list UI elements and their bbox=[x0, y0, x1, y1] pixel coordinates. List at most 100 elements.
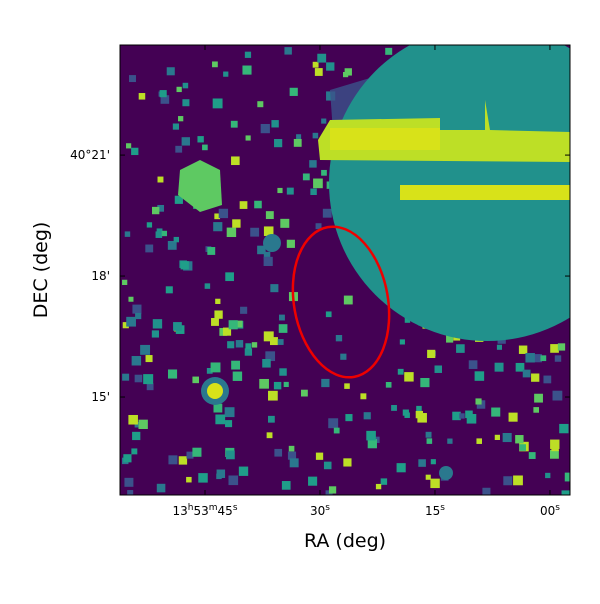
source bbox=[344, 383, 350, 389]
source bbox=[420, 377, 430, 388]
source bbox=[360, 393, 367, 400]
source bbox=[138, 93, 146, 100]
source bbox=[543, 375, 552, 384]
source bbox=[326, 91, 332, 97]
source bbox=[335, 335, 343, 342]
source bbox=[426, 438, 433, 444]
source bbox=[235, 340, 244, 348]
source bbox=[192, 376, 200, 384]
source bbox=[533, 354, 542, 363]
source bbox=[269, 337, 278, 346]
source bbox=[522, 369, 531, 378]
source bbox=[397, 368, 404, 375]
source bbox=[245, 135, 251, 141]
source bbox=[508, 412, 518, 422]
source bbox=[146, 383, 154, 391]
source bbox=[131, 147, 139, 156]
source bbox=[128, 414, 138, 425]
source bbox=[494, 362, 504, 372]
source bbox=[323, 461, 332, 470]
source bbox=[270, 284, 279, 293]
source bbox=[123, 454, 132, 463]
source bbox=[122, 322, 129, 329]
source bbox=[528, 452, 536, 459]
source bbox=[313, 178, 323, 189]
source bbox=[165, 286, 173, 294]
source bbox=[214, 310, 223, 319]
source bbox=[173, 236, 180, 243]
source bbox=[159, 90, 167, 98]
source bbox=[465, 410, 473, 419]
source bbox=[215, 298, 221, 304]
source bbox=[206, 367, 213, 374]
source bbox=[211, 318, 219, 326]
source bbox=[296, 134, 302, 140]
source bbox=[502, 432, 512, 443]
source bbox=[225, 450, 235, 460]
source bbox=[131, 448, 138, 455]
source bbox=[231, 360, 241, 370]
source bbox=[363, 412, 371, 420]
source bbox=[186, 451, 194, 459]
source bbox=[166, 67, 175, 76]
source bbox=[289, 458, 299, 468]
source bbox=[343, 295, 353, 305]
source bbox=[519, 444, 526, 451]
source bbox=[260, 123, 270, 134]
source bbox=[474, 371, 485, 381]
source bbox=[263, 256, 273, 267]
source bbox=[212, 98, 223, 109]
x-tick-label: 30s bbox=[310, 503, 330, 518]
source bbox=[145, 355, 153, 363]
source bbox=[559, 423, 569, 434]
x-axis-label: RA (deg) bbox=[304, 530, 386, 552]
source bbox=[172, 123, 180, 130]
source bbox=[124, 231, 131, 237]
source bbox=[239, 201, 248, 209]
source bbox=[126, 143, 132, 149]
source bbox=[224, 407, 235, 418]
source bbox=[132, 431, 141, 441]
source bbox=[140, 344, 151, 355]
source bbox=[515, 435, 524, 444]
source bbox=[404, 317, 411, 323]
source bbox=[482, 487, 491, 495]
source bbox=[447, 438, 453, 444]
source bbox=[257, 101, 264, 108]
source bbox=[151, 330, 159, 338]
source bbox=[145, 244, 154, 253]
source bbox=[531, 373, 540, 382]
source bbox=[146, 222, 153, 228]
source bbox=[404, 372, 414, 382]
source bbox=[227, 341, 235, 349]
source bbox=[271, 120, 279, 128]
source bbox=[135, 312, 142, 320]
source bbox=[416, 405, 422, 412]
source bbox=[265, 211, 274, 220]
source bbox=[475, 398, 482, 405]
source bbox=[425, 474, 431, 480]
source bbox=[308, 476, 318, 486]
source bbox=[151, 206, 160, 215]
source bbox=[367, 439, 377, 449]
source bbox=[210, 362, 221, 373]
source bbox=[550, 344, 559, 353]
source bbox=[328, 418, 339, 429]
source bbox=[182, 82, 189, 89]
source bbox=[286, 239, 295, 248]
y-tick-label: 40°21' bbox=[70, 148, 110, 162]
source bbox=[226, 227, 237, 238]
source bbox=[129, 75, 136, 83]
source bbox=[128, 296, 134, 302]
source bbox=[418, 459, 426, 467]
source bbox=[289, 87, 298, 96]
source bbox=[417, 413, 427, 423]
source bbox=[250, 227, 260, 237]
source bbox=[265, 351, 276, 362]
source bbox=[230, 120, 238, 128]
source bbox=[167, 369, 178, 379]
source bbox=[456, 344, 465, 353]
source bbox=[278, 324, 288, 333]
source bbox=[223, 71, 229, 77]
source bbox=[385, 382, 392, 388]
